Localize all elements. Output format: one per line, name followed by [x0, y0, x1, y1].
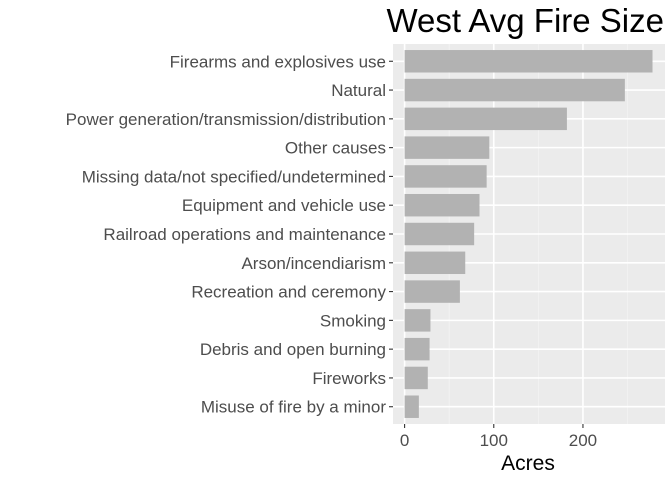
- y-tick-label: Firearms and explosives use: [170, 52, 386, 71]
- y-tick-label: Arson/incendiarism: [241, 254, 386, 273]
- y-axis: Firearms and explosives use Natural Power …: [66, 52, 393, 417]
- bar: [404, 280, 460, 303]
- y-tick-label: Power generation/transmission/distributi…: [66, 110, 386, 129]
- y-tick-label: Other causes: [285, 139, 386, 158]
- x-axis: 0 100 200: [400, 424, 597, 450]
- y-tick-label: Missing data/not specified/undetermined: [82, 167, 386, 186]
- bar: [404, 222, 475, 246]
- bar: [404, 366, 428, 390]
- y-tick-label: Recreation and ceremony: [191, 283, 386, 302]
- bar: [404, 50, 653, 73]
- y-tick-label: Fireworks: [312, 369, 386, 388]
- chart-title: West Avg Fire Size: [386, 2, 664, 39]
- bar: [404, 251, 466, 275]
- y-tick-label: Smoking: [320, 311, 386, 330]
- y-tick-label: Railroad operations and maintenance: [103, 225, 386, 244]
- bar: [404, 309, 431, 332]
- bar: [404, 337, 430, 361]
- x-axis-title: Acres: [501, 452, 555, 475]
- bar: [404, 107, 567, 131]
- x-tick-label: 100: [480, 431, 508, 450]
- bar: [404, 165, 487, 188]
- bars: [404, 50, 653, 418]
- x-tick-label: 200: [569, 431, 597, 450]
- x-tick-label: 0: [400, 431, 409, 450]
- bar: [404, 136, 490, 159]
- bar: [404, 395, 419, 418]
- y-tick-label: Debris and open burning: [200, 340, 386, 359]
- bar: [404, 193, 480, 217]
- y-tick-label: Equipment and vehicle use: [182, 196, 386, 215]
- y-tick-label: Misuse of fire by a minor: [201, 398, 387, 417]
- bar: [404, 78, 625, 102]
- y-tick-label: Natural: [331, 81, 386, 100]
